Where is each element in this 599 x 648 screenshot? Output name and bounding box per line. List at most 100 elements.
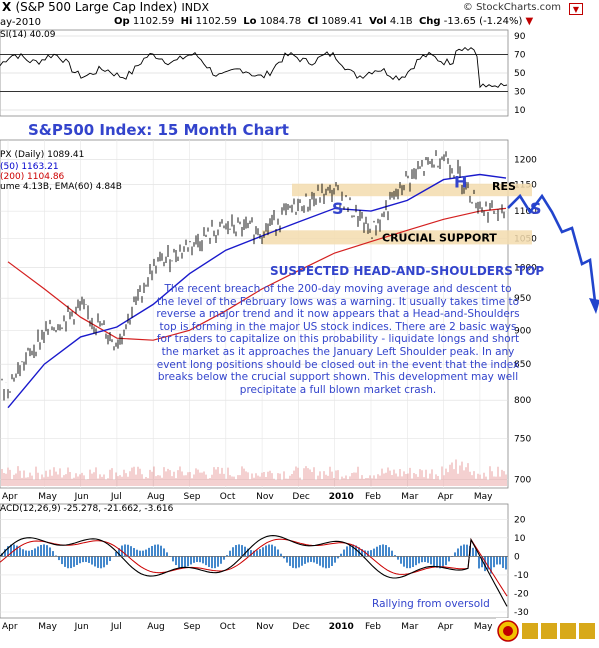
macd-hist-bar: [376, 547, 378, 557]
macd-hist-bar: [43, 544, 45, 556]
macd-hist-bar: [154, 545, 156, 557]
macd-hist-bar: [274, 546, 276, 556]
macd-hist-bar: [22, 549, 24, 556]
macd-x-tick-label: Sep: [184, 622, 201, 632]
macd-hist-bar: [313, 556, 315, 562]
macd-hist-bar: [391, 551, 393, 557]
legend-sma50: (50) 1163.21: [0, 162, 59, 172]
macd-hist-bar: [340, 554, 342, 557]
macd-x-tick-label: Aug: [147, 622, 165, 632]
macd-hist-bar: [127, 545, 129, 557]
macd-x-tick-label: May: [474, 622, 493, 632]
macd-hist-bar: [445, 556, 447, 565]
macd-hist-bar: [40, 545, 42, 556]
macd-hist-bar: [256, 550, 258, 556]
price-x-tick-label: Feb: [365, 492, 381, 502]
macd-x-tick-label: Feb: [365, 622, 381, 632]
macd-hist-bar: [25, 550, 27, 556]
macd-hist-bar: [166, 552, 168, 556]
macd-hist-bar: [304, 556, 306, 564]
macd-hist-bar: [235, 545, 237, 556]
macd-hist-bar: [388, 547, 390, 556]
macd-tick-label: 10: [514, 534, 526, 544]
rsi-tick-label: 90: [514, 32, 526, 42]
macd-hist-bar: [31, 550, 33, 556]
macd-hist-bar: [430, 556, 432, 564]
macd-hist-bar: [268, 544, 270, 556]
macd-x-tick-label: Nov: [256, 622, 274, 632]
macd-hist-bar: [472, 548, 474, 557]
macd-hist-bar: [286, 556, 288, 562]
macd-hist-bar: [409, 556, 411, 568]
price-x-tick-label: May: [38, 492, 57, 502]
price-x-tick-label: Aug: [147, 492, 165, 502]
macd-hist-bar: [322, 556, 324, 567]
macd-hist-bar: [151, 546, 153, 556]
macd-hist-bar: [460, 546, 462, 557]
rsi-tick-label: 10: [514, 106, 526, 116]
macd-x-tick-label: Dec: [292, 622, 309, 632]
macd-hist-bar: [190, 556, 192, 564]
macd-label: ACD(12,26,9) -25.278, -21.662, -3.616: [0, 504, 173, 514]
macd-hist-bar: [172, 556, 174, 561]
legend-volume: ume 4.13B, EMA(60) 4.84B: [0, 182, 122, 192]
price-tick-label: 700: [514, 475, 531, 485]
macd-hist-bar: [271, 545, 273, 557]
macd-hist-bar: [19, 547, 21, 556]
macd-hist-bar: [208, 556, 210, 567]
macd-hist-bar: [349, 545, 351, 557]
macd-hist-bar: [193, 556, 195, 562]
price-x-tick-label: Apr: [2, 492, 18, 502]
macd-tick-label: -30: [514, 608, 529, 618]
macd-hist-bar: [328, 556, 330, 568]
macd-hist-bar: [88, 556, 90, 563]
macd-hist-bar: [133, 548, 135, 556]
macd-hist-bar: [418, 556, 420, 563]
macd-hist-bar: [289, 556, 291, 566]
macd-tick-label: 20: [514, 515, 526, 525]
macd-hist-bar: [184, 556, 186, 567]
macd-x-tick-label: Mar: [401, 622, 418, 632]
price-tick-label: 1200: [514, 155, 537, 165]
macd-hist-bar: [325, 556, 327, 568]
macd-hist-bar: [187, 556, 189, 566]
macd-hist-bar: [229, 551, 231, 557]
macd-hist-bar: [400, 556, 402, 563]
macd-hist-bar: [277, 550, 279, 557]
price-x-tick-label: Jul: [110, 492, 122, 502]
macd-hist-bar: [463, 544, 465, 556]
chart-title: S&P500 Index: 15 Month Chart: [28, 121, 289, 139]
macd-hist-bar: [178, 556, 180, 567]
macd-hist-bar: [307, 556, 309, 562]
macd-hist-bar: [298, 556, 300, 567]
macd-hist-bar: [412, 556, 414, 567]
price-x-tick-label: May: [474, 492, 493, 502]
macd-hist-bar: [385, 545, 387, 556]
macd-hist-bar: [199, 556, 201, 562]
macd-hist-bar: [478, 556, 480, 568]
macd-hist-bar: [262, 547, 264, 556]
macd-hist-bar: [202, 556, 204, 563]
macd-hist-bar: [382, 544, 384, 556]
macd-hist-bar: [157, 544, 159, 556]
macd-hist-bar: [370, 550, 372, 556]
macd-x-tick-label: Jun: [74, 622, 89, 632]
macd-hist-bar: [34, 548, 36, 556]
macd-hist-bar: [406, 556, 408, 568]
macd-hist-bar: [100, 556, 102, 568]
macd-hist-bar: [433, 556, 435, 566]
commentary-text: The recent breach of the 200-day moving …: [156, 283, 520, 396]
macd-hist-bar: [238, 544, 240, 556]
macd-tick-label: 0: [514, 552, 520, 562]
macd-hist-bar: [373, 549, 375, 557]
price-x-tick-label: Jun: [74, 492, 89, 502]
macd-hist-bar: [502, 556, 504, 568]
macd-hist-bar: [427, 556, 429, 562]
price-x-tick-label: Nov: [256, 492, 274, 502]
price-tick-label: 800: [514, 396, 531, 406]
macd-hist-bar: [319, 556, 321, 565]
macd-hist-bar: [94, 556, 96, 566]
macd-hist-bar: [139, 551, 141, 557]
